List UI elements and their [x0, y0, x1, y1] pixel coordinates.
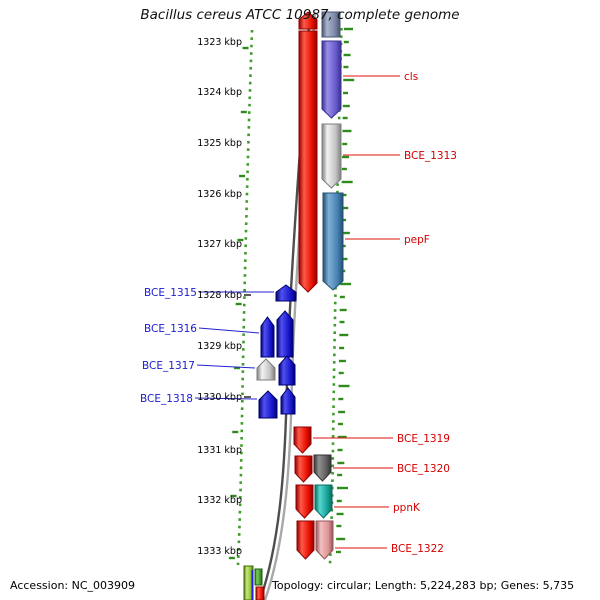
gene-red-orf-4[interactable] — [296, 520, 315, 560]
ruler-label: 1327 kbp — [197, 239, 242, 250]
gene-label-bce-1313[interactable]: BCE_1313 — [404, 150, 457, 162]
kbp-ruler: 1323 kbp 1324 kbp 1325 kbp 1326 kbp 1327 kbp… — [197, 37, 251, 557]
leader-bce-1317 — [196, 364, 256, 369]
gene-label-bce-1319[interactable]: BCE_1319 — [397, 433, 450, 445]
gene-bce-1322[interactable] — [315, 520, 334, 560]
gene-label-bce-1315[interactable]: BCE_1315 — [144, 287, 197, 299]
leader-bce-1316 — [198, 327, 260, 334]
gene-partial-bottom-red[interactable] — [255, 586, 265, 600]
accession-text: Accession: NC_003909 — [10, 579, 135, 592]
gene-bce-1318-b[interactable] — [280, 387, 296, 415]
ruler-label: 1323 kbp — [197, 37, 242, 48]
gene-label-bce-1320[interactable]: BCE_1320 — [397, 463, 450, 475]
gene-bce-1317-blue[interactable] — [278, 355, 296, 386]
ruler-label: 1331 kbp — [197, 445, 242, 456]
ruler-label: 1328 kbp — [197, 290, 242, 301]
gene-red-orf-long[interactable] — [298, 30, 318, 293]
ruler-label: 1332 kbp — [197, 495, 242, 506]
ruler-label: 1326 kbp — [197, 189, 242, 200]
gene-glyphs — [243, 11, 344, 600]
ruler-label: 1329 kbp — [197, 341, 242, 352]
gene-partial-top[interactable] — [321, 11, 341, 38]
gene-labels: cls BCE_1313 pepF BCE_1319 BCE_1320 ppnK BCE_1… — [140, 71, 457, 555]
gene-ppnk[interactable] — [314, 484, 333, 519]
gene-label-bce-1316[interactable]: BCE_1316 — [144, 323, 197, 335]
topology-text: Topology: circular; Length: 5,224,283 bp… — [271, 579, 574, 592]
gene-red-orf-2[interactable] — [294, 455, 313, 483]
gene-bce-1318-a[interactable] — [258, 390, 278, 419]
gene-red-orf-top[interactable] — [298, 11, 318, 30]
genome-title: Bacillus cereus ATCC 10987, complete gen… — [140, 7, 459, 23]
gene-bce-1317-gray[interactable] — [256, 358, 276, 381]
gene-partial-bottom-lightgreen[interactable] — [243, 565, 254, 600]
ruler-label: 1324 kbp — [197, 87, 242, 98]
gene-bce-1315[interactable] — [275, 284, 297, 302]
gene-cls[interactable] — [321, 40, 342, 119]
status-bar: Accession: NC_003909 Topology: circular;… — [10, 570, 574, 600]
gene-label-ppnk[interactable]: ppnK — [393, 502, 421, 514]
gene-label-cls[interactable]: cls — [404, 71, 418, 83]
gene-label-bce-1322[interactable]: BCE_1322 — [391, 543, 444, 555]
gene-bce-1320[interactable] — [313, 454, 332, 482]
ruler-label: 1330 kbp — [197, 392, 242, 403]
gene-pepf[interactable] — [322, 192, 344, 291]
gene-label-bce-1318[interactable]: BCE_1318 — [140, 393, 193, 405]
gene-bce-1313[interactable] — [321, 123, 342, 189]
gene-red-orf-3[interactable] — [295, 484, 314, 519]
gene-label-bce-1317[interactable]: BCE_1317 — [142, 360, 195, 372]
leader-bce-1318 — [194, 397, 258, 400]
gene-bce-1319[interactable] — [293, 426, 312, 454]
gene-bce-1316-a[interactable] — [260, 316, 275, 358]
gene-partial-bottom-green[interactable] — [254, 568, 263, 586]
ruler-label: 1325 kbp — [197, 138, 242, 149]
gene-bce-1316-b[interactable] — [276, 310, 294, 358]
ruler-label: 1333 kbp — [197, 546, 242, 557]
gene-label-pepf[interactable]: pepF — [404, 234, 430, 246]
